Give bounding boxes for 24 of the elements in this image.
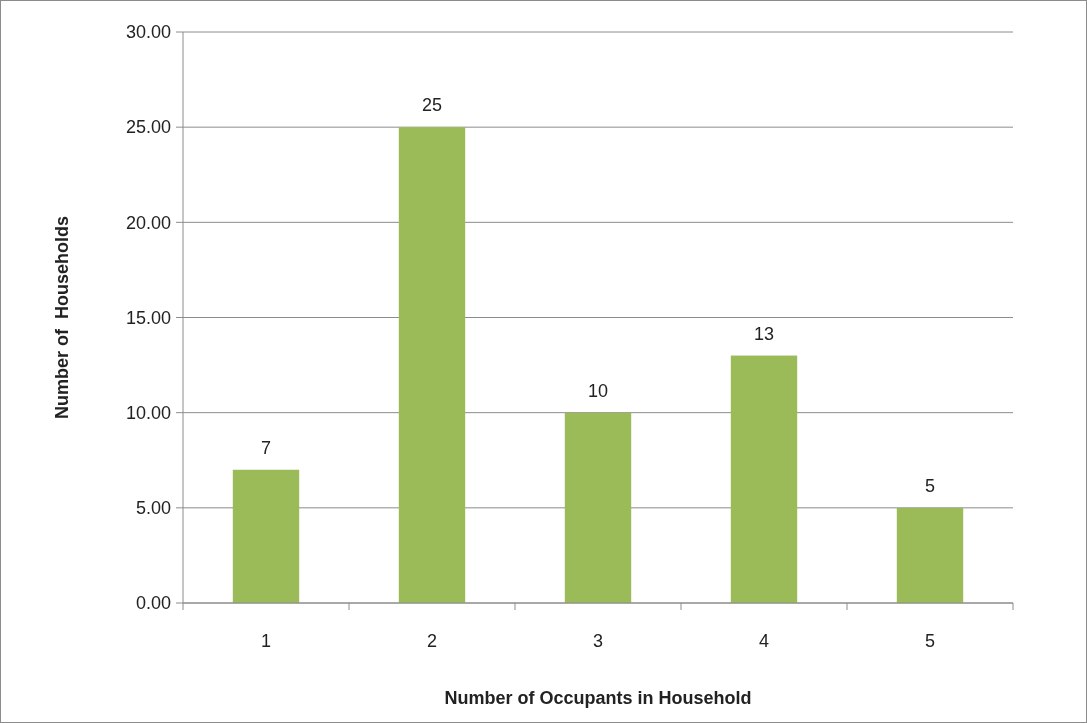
- y-tick-label: 30.00: [125, 22, 171, 43]
- data-label: 10: [587, 380, 609, 401]
- y-tick-label: 10.00: [125, 402, 171, 423]
- x-axis-title: Number of Occupants in Household: [444, 688, 752, 708]
- y-tick-label: 25.00: [125, 117, 171, 138]
- bar: [398, 127, 466, 603]
- bar: [232, 469, 300, 603]
- y-tick-label: 5.00: [135, 498, 171, 519]
- x-tick-label: 1: [260, 631, 272, 651]
- bar: [564, 412, 632, 603]
- data-label: 7: [260, 437, 272, 458]
- y-tick-label: 20.00: [125, 212, 171, 233]
- x-tick-label: 2: [426, 631, 438, 651]
- y-tick-label: 15.00: [125, 307, 171, 328]
- bar: [896, 507, 964, 603]
- bar: [730, 355, 798, 603]
- y-axis-title: Number of Households: [52, 215, 72, 420]
- x-tick-label: 4: [758, 631, 770, 651]
- y-tick-label: 0.00: [135, 593, 171, 614]
- data-label: 25: [421, 95, 443, 116]
- x-tick-label: 3: [592, 631, 604, 651]
- data-label: 5: [924, 475, 936, 496]
- x-tick-label: 5: [924, 631, 936, 651]
- data-label: 13: [753, 323, 775, 344]
